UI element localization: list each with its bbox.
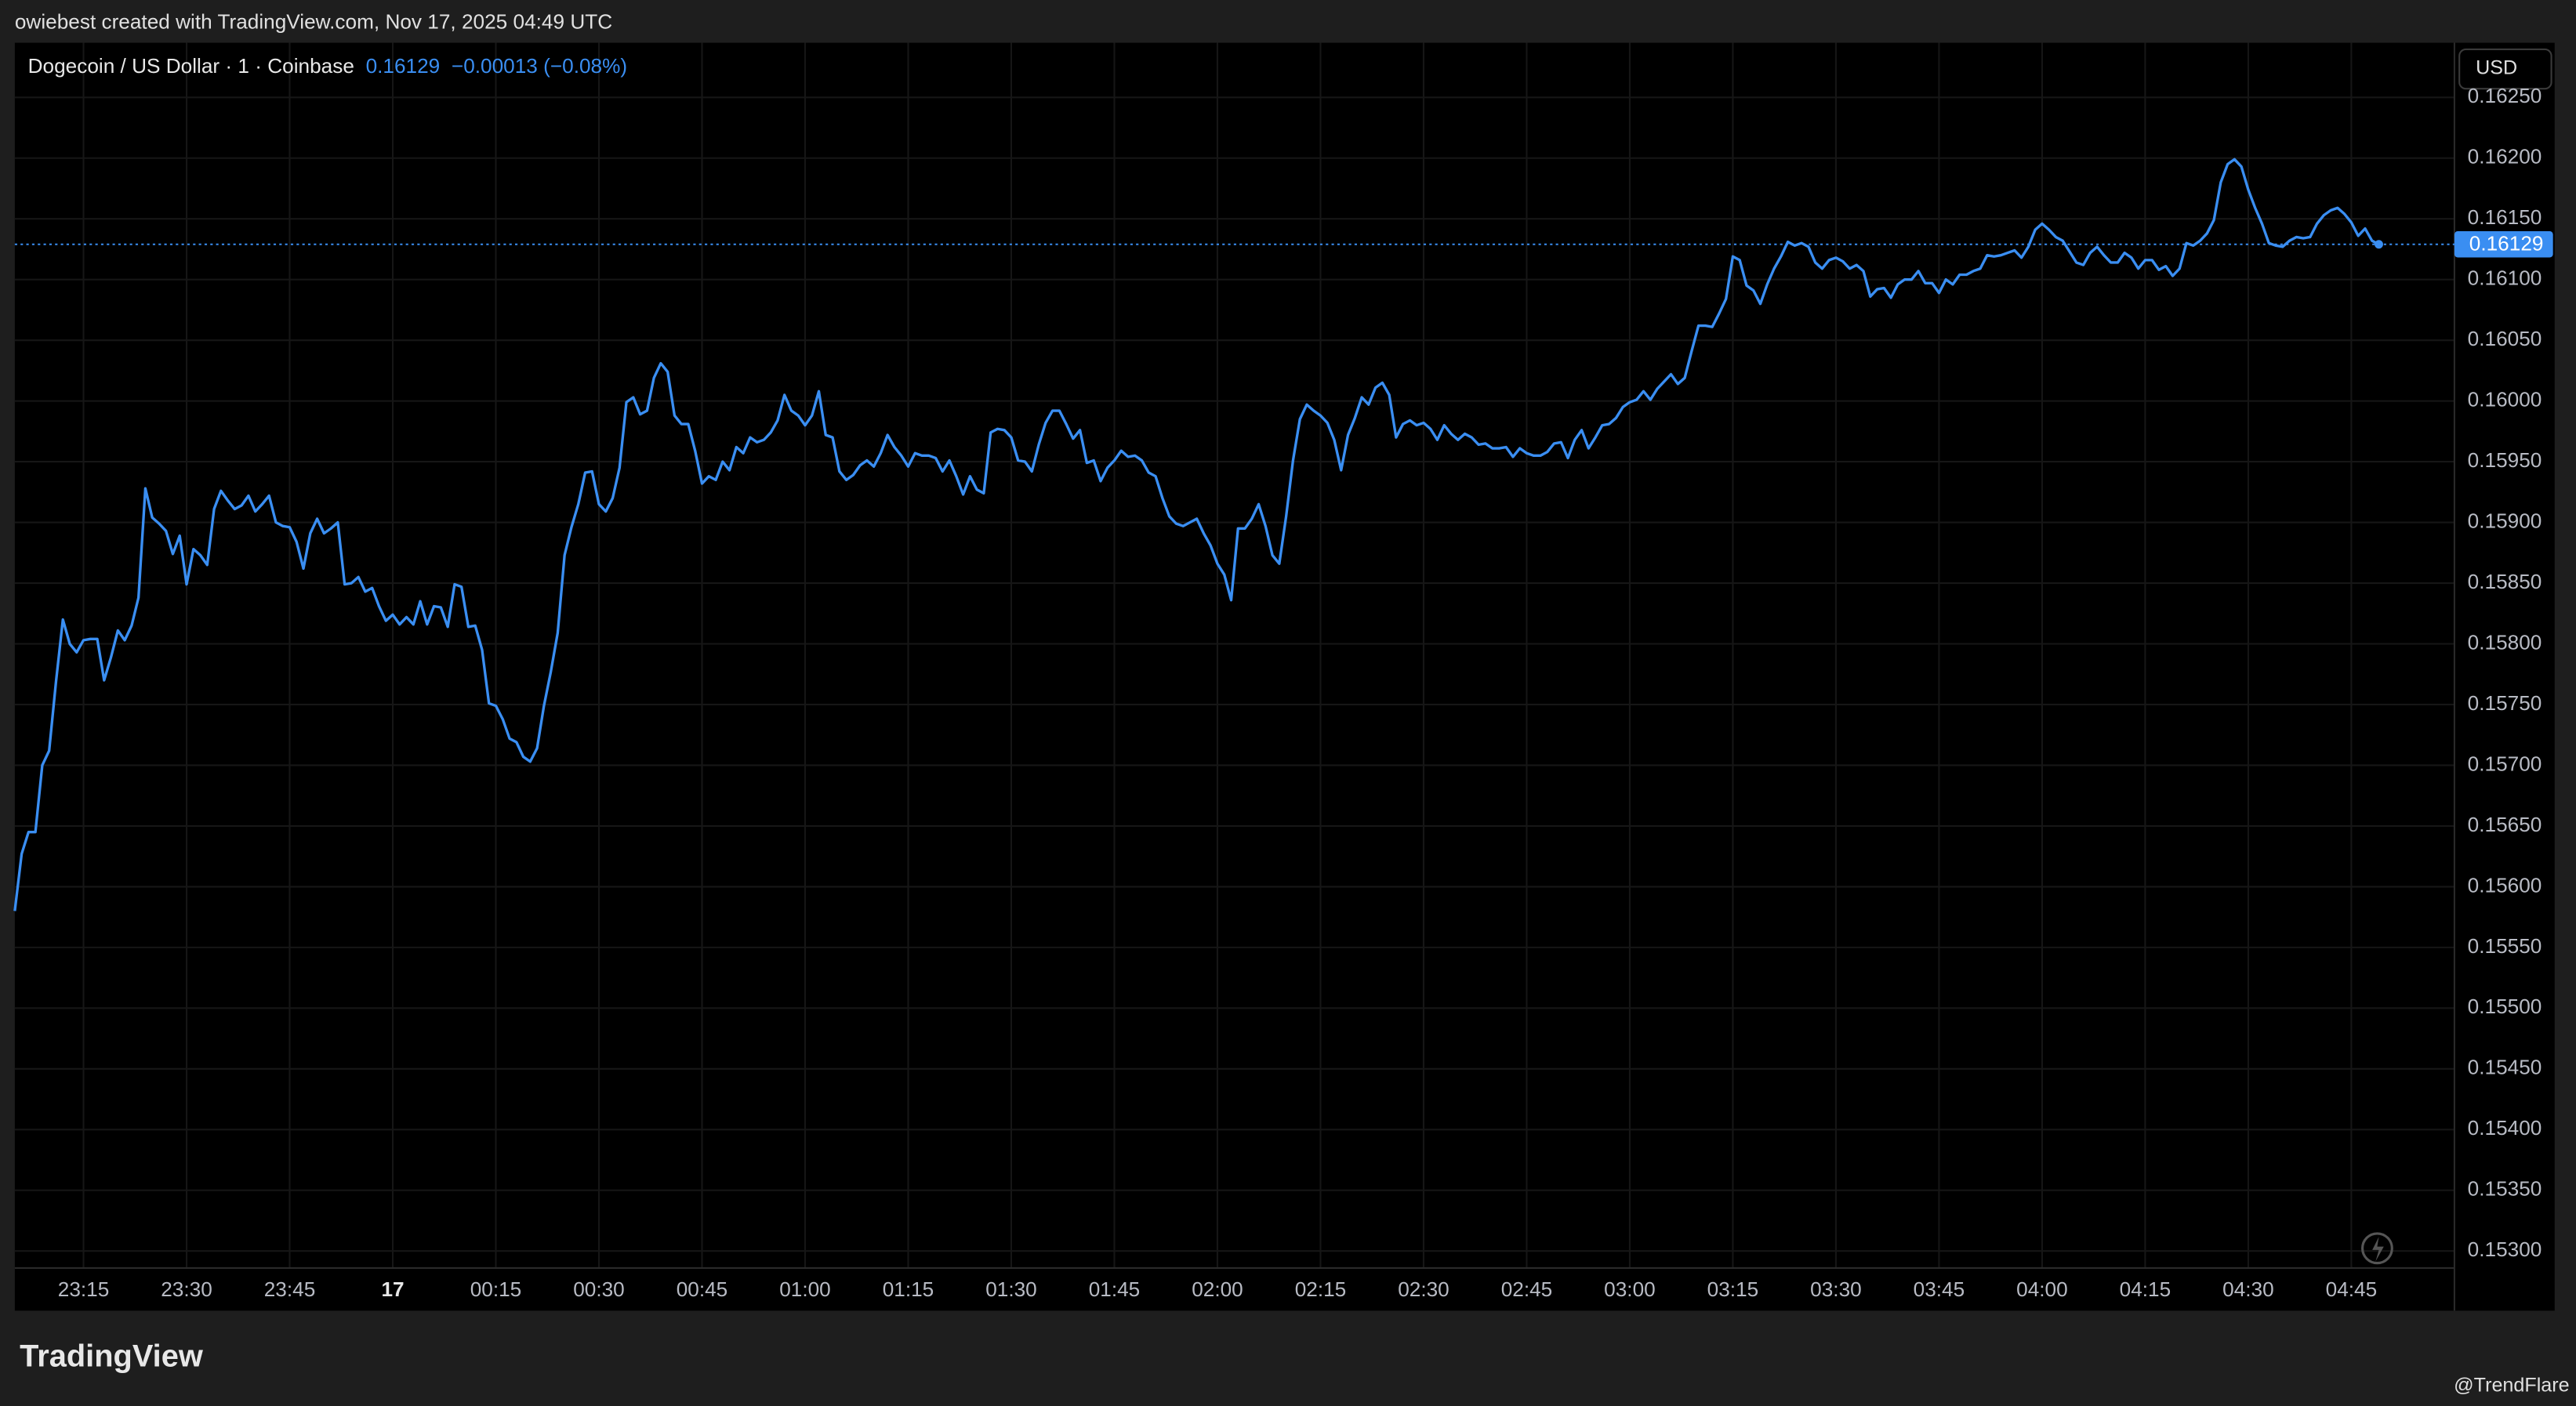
y-tick-label: 0.15650 <box>2468 813 2542 836</box>
price-line <box>13 158 2380 911</box>
y-tick-label: 0.15300 <box>2468 1237 2542 1261</box>
x-tick-label: 00:45 <box>677 1277 728 1301</box>
watermark: @TrendFlare <box>2454 1374 2569 1396</box>
logo: TradingView <box>20 1339 204 1374</box>
y-tick-label: 0.15350 <box>2468 1177 2542 1201</box>
x-tick-label: 00:15 <box>470 1277 522 1301</box>
y-tick-label: 0.15550 <box>2468 934 2542 958</box>
price-tag-label: 0.16129 <box>2469 232 2544 255</box>
header-change: −0.00013 (−0.08%) <box>452 54 627 78</box>
x-tick-label: 01:00 <box>779 1277 831 1301</box>
x-tick-label: 01:30 <box>985 1277 1037 1301</box>
replay-icon[interactable] <box>2360 1232 2393 1265</box>
symbol-title: Dogecoin / US Dollar · 1 · Coinbase <box>28 54 354 78</box>
y-tick-label: 0.16050 <box>2468 327 2542 350</box>
y-tick-label: 0.15750 <box>2468 691 2542 715</box>
x-tick-label: 00:30 <box>573 1277 625 1301</box>
y-tick-label: 0.15600 <box>2468 873 2542 897</box>
x-tick-label: 23:30 <box>161 1277 212 1301</box>
y-tick-label: 0.15400 <box>2468 1116 2542 1140</box>
last-point <box>2375 240 2383 249</box>
x-tick-label: 02:15 <box>1295 1277 1347 1301</box>
x-tick-label: 02:30 <box>1398 1277 1449 1301</box>
x-tick-label: 03:45 <box>1914 1277 1965 1301</box>
x-tick-label: 04:45 <box>2326 1277 2378 1301</box>
y-tick-label: 0.15850 <box>2468 570 2542 593</box>
x-tick-label: 17 <box>381 1277 404 1301</box>
x-tick-label: 23:15 <box>58 1277 110 1301</box>
x-tick-label: 02:45 <box>1501 1277 1553 1301</box>
x-tick-label: 03:30 <box>1810 1277 1862 1301</box>
currency[interactable]: USD <box>2476 57 2517 79</box>
x-tick-label: 01:45 <box>1089 1277 1141 1301</box>
x-tick-label: 23:45 <box>264 1277 316 1301</box>
y-tick-label: 0.16100 <box>2468 266 2542 290</box>
grid <box>14 42 2454 1268</box>
y-tick-label: 0.15950 <box>2468 448 2542 472</box>
currency-button[interactable] <box>2458 48 2552 90</box>
price-tag <box>2454 230 2553 258</box>
x-tick-label: 03:15 <box>1707 1277 1759 1301</box>
y-tick-label: 0.16200 <box>2468 145 2542 169</box>
chart-panel <box>14 42 2555 1311</box>
y-tick-label: 0.15500 <box>2468 995 2542 1018</box>
y-tick-label: 0.15900 <box>2468 509 2542 532</box>
attribution: owiebest created with TradingView.com, N… <box>15 9 612 33</box>
x-tick-label: 04:30 <box>2222 1277 2274 1301</box>
x-tick-label: 02:00 <box>1192 1277 1243 1301</box>
x-tick-label: 04:15 <box>2120 1277 2171 1301</box>
y-tick-label: 0.15450 <box>2468 1056 2542 1079</box>
y-tick-label: 0.15700 <box>2468 752 2542 775</box>
x-tick-label: 03:00 <box>1604 1277 1656 1301</box>
y-tick-label: 0.16250 <box>2468 84 2542 107</box>
header-price: 0.16129 <box>366 54 441 78</box>
x-tick-label: 01:15 <box>883 1277 934 1301</box>
y-tick-label: 0.16000 <box>2468 388 2542 411</box>
x-tick-label: 04:00 <box>2016 1277 2068 1301</box>
y-tick-label: 0.16150 <box>2468 205 2542 229</box>
y-tick-label: 0.15800 <box>2468 630 2542 654</box>
